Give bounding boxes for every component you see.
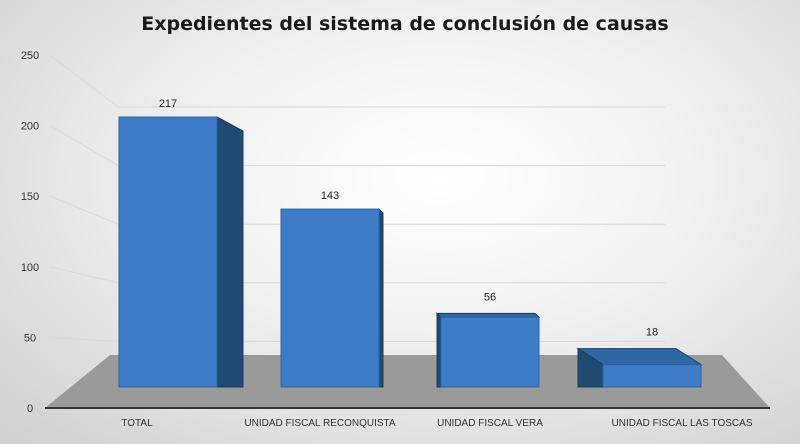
bar-group: 217 <box>118 98 244 388</box>
category-label: UNIDAD FISCAL RECONQUISTA <box>244 418 395 429</box>
y-tick-label: 50 <box>24 332 36 344</box>
y-tick-label: 100 <box>21 262 39 274</box>
bar <box>602 364 702 388</box>
category-label: UNIDAD FISCAL LAS TOSCAS <box>612 418 753 429</box>
category-label: UNIDAD FISCAL VERA <box>437 418 543 429</box>
bar-group: 56 <box>435 291 541 388</box>
gridline <box>49 54 665 108</box>
data-label: 217 <box>159 98 177 110</box>
gridline <box>49 266 665 284</box>
data-label: 18 <box>646 327 658 339</box>
chart-title: Expedientes del sistema de conclusión de… <box>141 13 669 35</box>
y-tick-label: 200 <box>21 121 39 133</box>
y-tick-label: 0 <box>27 403 33 415</box>
gridline <box>49 125 665 167</box>
bar <box>118 116 218 388</box>
category-label: TOTAL <box>121 418 153 429</box>
bar-side <box>216 116 244 388</box>
bar-side <box>378 207 384 388</box>
bar-group: 143 <box>280 190 384 388</box>
gridline <box>49 195 665 225</box>
bar-top <box>435 312 541 318</box>
y-tick-label: 250 <box>21 50 39 62</box>
data-label: 143 <box>321 190 339 202</box>
bar <box>280 208 380 388</box>
y-tick-label: 150 <box>21 191 39 203</box>
bar <box>440 316 540 388</box>
bar-group: 18 <box>576 327 703 388</box>
bar-side <box>436 312 442 388</box>
data-label: 56 <box>484 291 496 303</box>
